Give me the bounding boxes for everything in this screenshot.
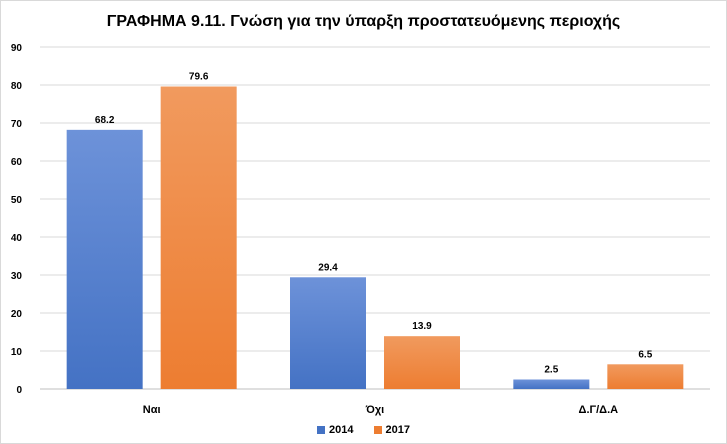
- y-tick-label: 50: [11, 195, 23, 206]
- bars: [66, 86, 684, 390]
- bar-2014-2: [513, 379, 590, 389]
- y-axis-ticks: 0 10 20 30 40 50 60 70 80 90: [11, 43, 23, 396]
- bar-2017-2: [607, 364, 684, 389]
- bar-2017-1: [384, 336, 460, 389]
- bar-2017-0: [160, 86, 237, 390]
- y-tick-label: 20: [11, 309, 23, 320]
- legend-item-2017: 2017: [373, 424, 410, 436]
- data-label: 79.6: [189, 72, 209, 83]
- data-label: 13.9: [412, 321, 432, 332]
- chart-title: ΓΡΑΦΗΜΑ 9.11. Γνώση για την ύπαρξη προστ…: [106, 13, 621, 30]
- y-tick-label: 0: [16, 385, 22, 396]
- legend-item-2014: 2014: [317, 424, 354, 436]
- y-tick-label: 30: [11, 271, 23, 282]
- y-tick-label: 60: [11, 157, 23, 168]
- gridlines: [40, 46, 710, 390]
- legend-swatch-2014: [317, 426, 326, 434]
- data-label: 2.5: [544, 365, 558, 376]
- data-label: 6.5: [638, 349, 652, 360]
- data-label: 68.2: [95, 115, 115, 126]
- legend-label-2017: 2017: [385, 424, 410, 436]
- legend-swatch-2017: [373, 426, 382, 434]
- bar-2014-0: [66, 129, 143, 389]
- y-tick-label: 70: [11, 119, 23, 130]
- legend-label-2014: 2014: [329, 424, 354, 436]
- legend: 2014 2017: [0, 424, 727, 436]
- data-labels: 68.2 79.6 29.4 13.9 2.5 6.5: [95, 72, 653, 376]
- y-tick-label: 10: [11, 347, 23, 358]
- y-tick-label: 40: [11, 233, 23, 244]
- x-category-label: Ναι: [143, 404, 161, 416]
- bar-2014-1: [290, 277, 366, 389]
- data-label: 29.4: [318, 262, 338, 273]
- x-axis-categories: Ναι Όχι Δ.Γ/Δ.Α: [143, 404, 618, 416]
- x-category-label: Όχι: [365, 404, 384, 416]
- x-category-label: Δ.Γ/Δ.Α: [579, 404, 619, 416]
- y-tick-label: 90: [11, 43, 23, 54]
- y-tick-label: 80: [11, 81, 23, 92]
